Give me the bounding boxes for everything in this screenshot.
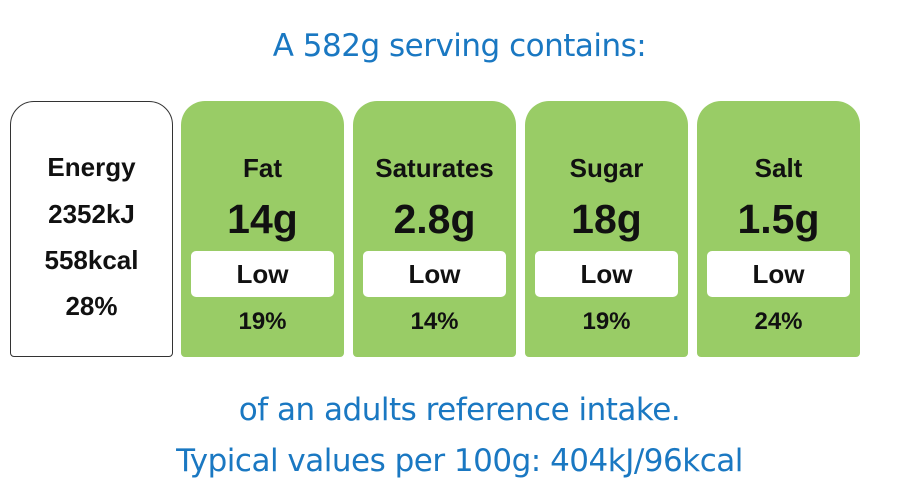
sugar-level-box: Low (535, 251, 678, 297)
fat-label: Fat (243, 153, 282, 183)
fat-level-box: Low (191, 251, 334, 297)
saturates-label: Saturates (375, 153, 494, 183)
saturates-card: Saturates 2.8g Low 14% (353, 101, 516, 357)
sugar-amount: 18g (571, 196, 642, 242)
salt-amount: 1.5g (737, 196, 820, 242)
salt-label: Salt (754, 153, 803, 183)
salt-level-box: Low (707, 251, 850, 297)
sugar-percent: 19% (582, 308, 631, 335)
sugar-level: Low (580, 259, 633, 289)
typical-values-note: Typical values per 100g: 404kJ/96kcal (176, 443, 743, 479)
fat-level: Low (236, 259, 289, 289)
fat-card: Fat 14g Low 19% (181, 101, 344, 357)
energy-percent: 28% (65, 291, 118, 321)
serving-title: A 582g serving contains: (272, 28, 647, 64)
salt-card: Salt 1.5g Low 24% (697, 101, 860, 357)
energy-kcal: 558kcal (44, 245, 139, 275)
sugar-label: Sugar (569, 153, 644, 183)
energy-kj: 2352kJ (48, 199, 135, 229)
reference-intake-note: of an adults reference intake. (238, 392, 681, 428)
saturates-amount: 2.8g (393, 196, 476, 242)
energy-card: Energy 2352kJ 558kcal 28% (10, 101, 173, 357)
energy-label: Energy (47, 152, 136, 182)
salt-level: Low (752, 259, 805, 289)
sugar-card: Sugar 18g Low 19% (525, 101, 688, 357)
saturates-level-box: Low (363, 251, 506, 297)
saturates-level: Low (408, 259, 461, 289)
salt-percent: 24% (754, 308, 803, 335)
fat-percent: 19% (238, 308, 287, 335)
saturates-percent: 14% (410, 308, 459, 335)
fat-amount: 14g (227, 196, 298, 242)
